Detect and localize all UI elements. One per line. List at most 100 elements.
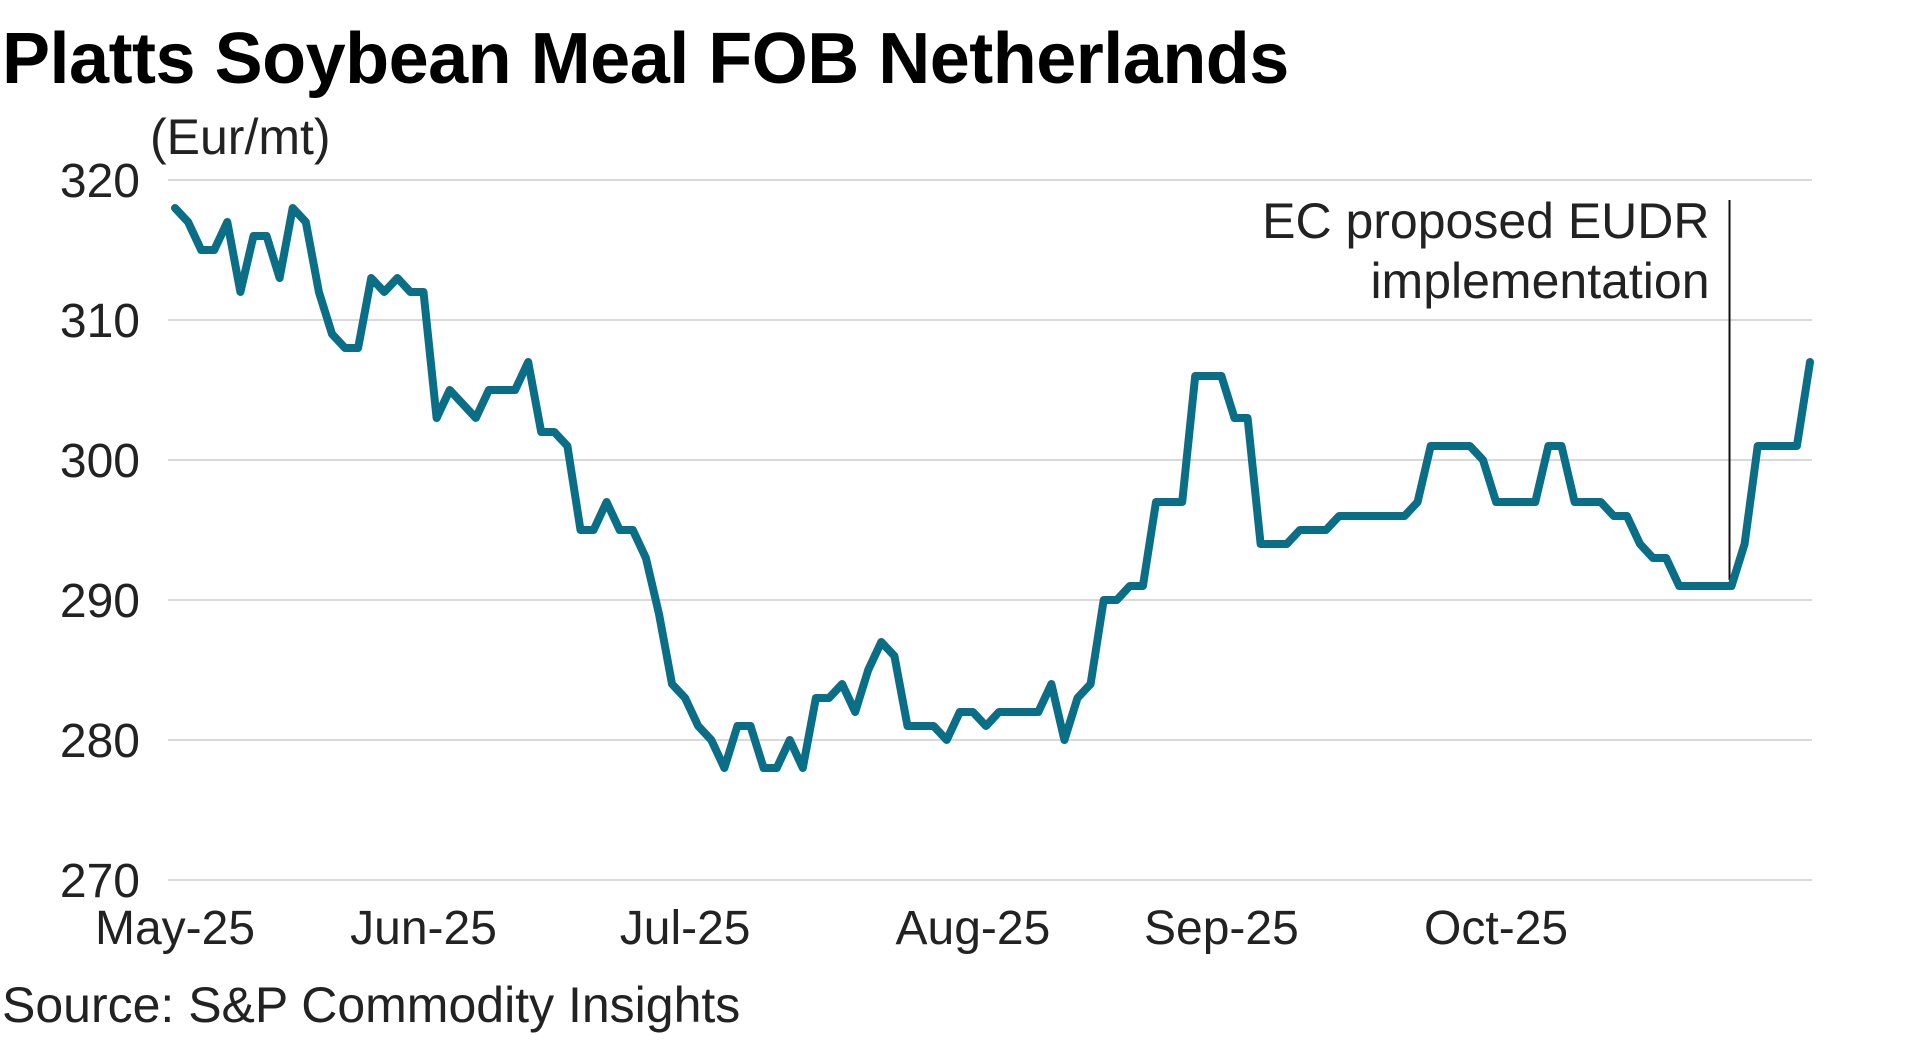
data-point <box>1689 583 1695 589</box>
data-point <box>891 653 897 659</box>
data-point <box>1467 443 1473 449</box>
data-point <box>486 387 492 393</box>
data-point <box>734 723 740 729</box>
data-point <box>1284 541 1290 547</box>
data-point <box>787 737 793 743</box>
annotation-text: implementation <box>1370 253 1709 309</box>
data-point <box>1336 513 1342 519</box>
data-point <box>551 429 557 435</box>
data-point <box>1310 527 1316 533</box>
series-group <box>171 204 1814 772</box>
data-point <box>983 723 989 729</box>
data-point <box>1506 499 1512 505</box>
data-point <box>1205 373 1211 379</box>
data-point <box>251 233 257 239</box>
data-point <box>1375 513 1381 519</box>
data-point <box>1075 695 1081 701</box>
data-point <box>1114 597 1120 603</box>
data-point <box>1532 499 1538 505</box>
data-point <box>1755 443 1761 449</box>
data-point <box>1794 443 1800 449</box>
data-point <box>564 443 570 449</box>
data-point <box>944 737 950 743</box>
y-axis-ticks: 270 280 290 300 310 320 <box>60 155 140 908</box>
data-point <box>1676 583 1682 589</box>
data-point <box>525 359 531 365</box>
data-point <box>1781 443 1787 449</box>
data-point <box>996 709 1002 715</box>
data-point <box>185 219 191 225</box>
data-point <box>1179 499 1185 505</box>
x-tick-label: Jun-25 <box>350 902 497 955</box>
data-point <box>1493 499 1499 505</box>
data-point <box>1048 681 1054 687</box>
data-point <box>878 639 884 645</box>
data-point <box>460 401 466 407</box>
data-point <box>407 289 413 295</box>
data-point <box>264 233 270 239</box>
data-point <box>1388 513 1394 519</box>
y-tick-label: 310 <box>60 295 140 348</box>
data-point <box>1061 737 1067 743</box>
data-point <box>290 205 296 211</box>
data-point <box>538 429 544 435</box>
data-point <box>695 723 701 729</box>
data-point <box>1729 583 1735 589</box>
data-point <box>1545 443 1551 449</box>
data-point <box>591 527 597 533</box>
data-point <box>1271 541 1277 547</box>
data-point <box>1611 513 1617 519</box>
x-tick-label: Jul-25 <box>620 902 751 955</box>
chart-title: Platts Soybean Meal FOB Netherlands <box>2 19 1289 99</box>
data-point <box>1245 415 1251 421</box>
data-point <box>839 681 845 687</box>
x-tick-label: Aug-25 <box>895 902 1050 955</box>
data-point <box>813 695 819 701</box>
data-point <box>198 247 204 253</box>
data-point <box>172 205 178 211</box>
data-point <box>1585 499 1591 505</box>
data-point <box>1454 443 1460 449</box>
x-tick-label: Sep-25 <box>1144 902 1299 955</box>
data-point <box>656 611 662 617</box>
data-point <box>224 219 230 225</box>
data-point <box>1153 499 1159 505</box>
data-point <box>826 695 832 701</box>
data-point <box>1323 527 1329 533</box>
data-point <box>1127 583 1133 589</box>
data-point <box>1480 457 1486 463</box>
y-tick-label: 320 <box>60 155 140 208</box>
data-point <box>473 415 479 421</box>
data-point <box>237 289 243 295</box>
data-point <box>1088 681 1094 687</box>
data-point <box>578 527 584 533</box>
x-tick-label: Oct-25 <box>1424 902 1568 955</box>
y-tick-label: 270 <box>60 855 140 908</box>
y-axis-unit-label: (Eur/mt) <box>150 109 331 165</box>
gridlines <box>168 179 1812 881</box>
data-point <box>1362 513 1368 519</box>
data-point <box>1441 443 1447 449</box>
data-point <box>368 275 374 281</box>
x-axis-ticks: May-25 Jun-25 Jul-25 Aug-25 Sep-25 Oct-25 <box>95 902 1568 955</box>
data-point <box>721 765 727 771</box>
data-point <box>1192 373 1198 379</box>
data-point <box>669 681 675 687</box>
data-point <box>931 723 937 729</box>
data-point <box>1715 583 1721 589</box>
data-point <box>1807 359 1813 365</box>
data-point <box>381 289 387 295</box>
data-point <box>1232 415 1238 421</box>
data-point <box>316 289 322 295</box>
data-point <box>1140 583 1146 589</box>
data-point <box>329 331 335 337</box>
x-tick-label: May-25 <box>95 902 255 955</box>
y-tick-label: 290 <box>60 575 140 628</box>
data-point <box>852 709 858 715</box>
data-point <box>1519 499 1525 505</box>
data-point <box>774 765 780 771</box>
data-point <box>1624 513 1630 519</box>
data-point <box>1009 709 1015 715</box>
data-point <box>761 765 767 771</box>
